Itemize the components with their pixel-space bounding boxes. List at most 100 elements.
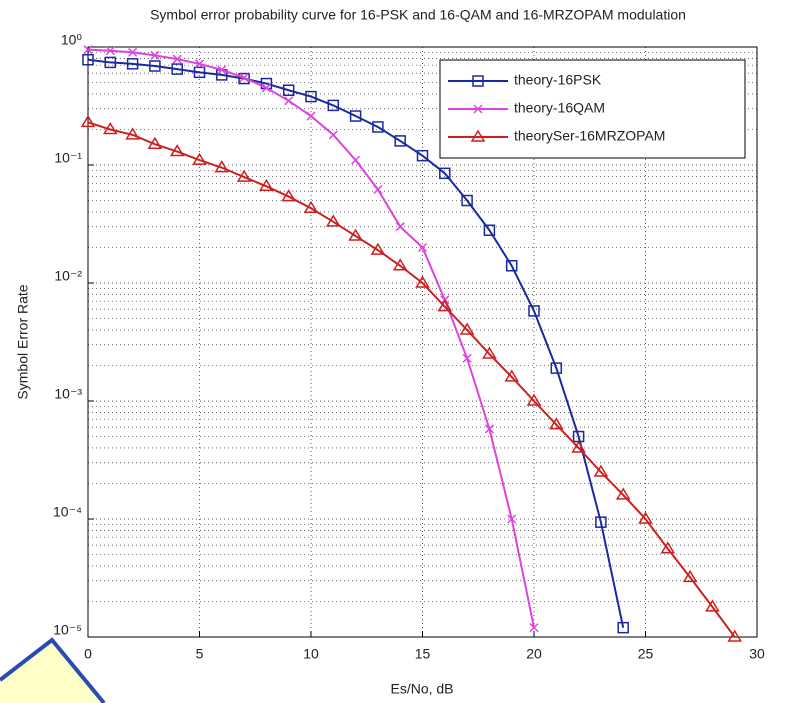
marker (102, 122, 118, 135)
marker (682, 569, 698, 583)
marker (284, 96, 294, 106)
marker (462, 353, 472, 363)
marker (348, 228, 363, 241)
marker (193, 66, 206, 79)
marker (238, 72, 250, 85)
marker (259, 178, 274, 192)
y-tick-label: 10⁻² (54, 268, 82, 284)
marker (415, 275, 430, 288)
marker (192, 152, 207, 165)
marker (149, 60, 161, 72)
marker (327, 99, 340, 112)
marker (105, 46, 115, 56)
legend-label: theory-16PSK (514, 72, 602, 88)
marker (395, 222, 405, 232)
x-tick-label: 5 (196, 646, 204, 662)
marker (83, 45, 93, 55)
marker (459, 322, 475, 335)
marker (705, 599, 720, 612)
legend-label: theory-16QAM (514, 100, 605, 116)
marker (473, 104, 483, 114)
marker (373, 184, 383, 195)
marker (392, 258, 408, 271)
marker (482, 346, 497, 359)
x-axis-label: Es/No, dB (390, 681, 453, 697)
marker (169, 144, 185, 157)
marker (306, 111, 316, 121)
marker (147, 136, 163, 149)
marker (239, 73, 249, 83)
marker (172, 54, 182, 64)
marker (82, 53, 94, 66)
marker (349, 110, 362, 122)
marker (126, 58, 139, 70)
marker (80, 114, 96, 128)
plot-area: 10⁻⁵ 10⁻⁴ 10⁻³ 10⁻² 10⁻¹ 10⁰ 0 5 10 15 20 25 30 theor… (53, 32, 765, 662)
marker (548, 417, 564, 430)
x-tick-label: 0 (84, 646, 92, 662)
marker (394, 135, 406, 147)
marker (484, 424, 494, 434)
marker (529, 623, 539, 633)
marker (150, 50, 160, 60)
y-axis-label: Symbol Error Rate (15, 284, 31, 399)
marker (370, 242, 386, 255)
marker (236, 169, 252, 182)
x-tick-label: 30 (749, 646, 765, 662)
marker (261, 83, 271, 93)
marker (372, 121, 384, 133)
marker (507, 514, 517, 524)
series-line (87, 58, 625, 628)
decoration-edge (0, 637, 106, 703)
marker (305, 90, 317, 103)
legend: theory-16PSK theory-16QAM theorySer-16MRZO… (439, 59, 746, 159)
marker (214, 160, 230, 173)
marker (526, 393, 542, 406)
legend-label: theorySer-16MRZOPAM (514, 128, 665, 144)
marker (104, 56, 117, 69)
y-tick-label: 10⁰ (61, 32, 83, 48)
marker (303, 200, 319, 214)
y-tick-label: 10⁻³ (54, 386, 82, 402)
marker (660, 541, 676, 554)
plot-frame (87, 46, 758, 638)
marker (615, 487, 631, 500)
marker (128, 47, 138, 57)
marker (351, 155, 361, 165)
x-tick-label: 15 (415, 646, 431, 662)
y-tick-label: 10⁻⁵ (53, 622, 82, 638)
marker (171, 63, 183, 75)
marker (416, 149, 429, 162)
y-tick-label: 10⁻⁴ (53, 504, 82, 520)
marker (125, 127, 140, 140)
marker (328, 130, 338, 140)
marker (550, 362, 563, 374)
marker (727, 629, 743, 642)
marker (571, 440, 586, 453)
x-tick-label: 10 (303, 646, 319, 662)
marker (461, 194, 473, 207)
marker (417, 242, 428, 253)
decoration (0, 640, 104, 703)
marker (638, 511, 653, 524)
marker (281, 189, 297, 202)
marker (593, 464, 609, 477)
marker (194, 59, 205, 69)
marker (282, 84, 295, 97)
marker (470, 129, 486, 142)
y-tick-label: 10⁻¹ (54, 150, 82, 166)
marker (439, 167, 451, 180)
marker (217, 65, 227, 75)
marker (504, 369, 520, 382)
chart-title: Symbol error probability curve for 16-PS… (150, 7, 686, 23)
marker (472, 75, 484, 87)
marker (595, 516, 607, 528)
marker (505, 260, 518, 272)
x-tick-label: 20 (526, 646, 542, 662)
x-tick-label: 25 (638, 646, 654, 662)
marker (528, 305, 540, 317)
marker (325, 214, 341, 227)
marker (483, 224, 496, 236)
